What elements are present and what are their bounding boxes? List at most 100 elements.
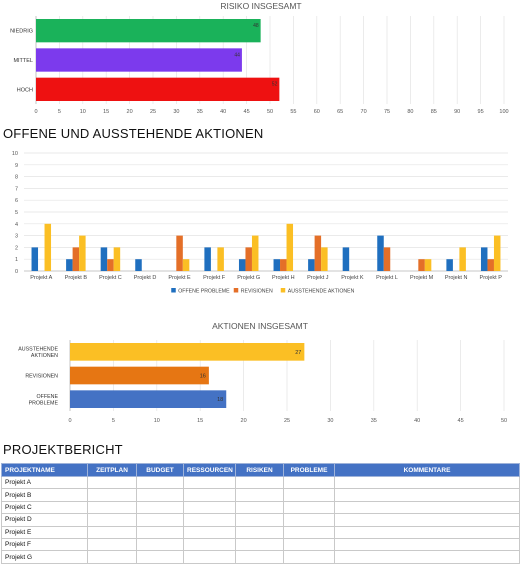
column-header: ZEITPLAN: [87, 463, 137, 477]
data-label: 27: [295, 350, 301, 356]
x-tick-label: 95: [478, 109, 484, 115]
table-cell[interactable]: [136, 513, 184, 527]
column-header: RESSOURCEN: [183, 463, 236, 477]
x-tick-label: Projekt D: [134, 275, 157, 281]
data-label: 52: [272, 82, 278, 88]
table-cell[interactable]: [183, 537, 236, 552]
table-cell[interactable]: [235, 500, 284, 515]
table-cell[interactable]: [334, 488, 520, 502]
table-cell[interactable]: [235, 525, 284, 539]
table-cell[interactable]: [235, 475, 284, 490]
bar-projekt-m-s2: [424, 259, 432, 271]
bar-mittel: [36, 48, 242, 72]
table-cell[interactable]: [283, 525, 335, 539]
bar-projekt-h-s0: [273, 259, 281, 271]
table-cell[interactable]: [334, 513, 520, 527]
legend-swatch: [233, 288, 239, 293]
category-label: NIEDRIG: [10, 29, 33, 35]
category-label: MITTEL: [13, 58, 33, 64]
project-name-cell: Projekt C: [1, 500, 88, 515]
legend-label: AUSSTEHENDE AKTIONEN: [288, 289, 355, 295]
category-label: AUSSTEHENDE: [18, 347, 58, 353]
table-cell[interactable]: [136, 550, 184, 564]
table-cell[interactable]: [136, 488, 184, 502]
table-row: Projekt B: [1, 488, 520, 502]
table-cell[interactable]: [183, 513, 236, 527]
legend-label: OFFENE PROBLEME: [178, 289, 230, 295]
table-cell[interactable]: [87, 550, 137, 564]
bar-projekt-l-s0: [377, 235, 384, 271]
x-tick-label: 40: [220, 109, 226, 115]
report-title: PROJEKTBERICHT: [3, 442, 123, 457]
table-cell[interactable]: [283, 475, 335, 490]
x-tick-label: Projekt H: [272, 275, 295, 281]
table-cell[interactable]: [136, 500, 184, 515]
table-cell[interactable]: [87, 513, 137, 527]
table-cell[interactable]: [334, 500, 520, 515]
y-tick-label: 5: [15, 210, 18, 216]
bar-ausstehende-aktionen: [70, 343, 305, 361]
table-cell[interactable]: [283, 537, 335, 552]
table-row: Projekt C: [1, 500, 520, 515]
bar-projekt-n-s2: [459, 247, 466, 271]
y-tick-label: 3: [15, 234, 18, 240]
x-tick-label: 70: [361, 109, 367, 115]
table-row: Projekt A: [1, 475, 520, 490]
x-tick-label: 45: [244, 109, 250, 115]
bar-projekt-h-s2: [286, 223, 294, 271]
table-cell[interactable]: [136, 525, 184, 539]
table-cell[interactable]: [235, 513, 284, 527]
x-tick-label: 50: [501, 418, 507, 424]
x-tick-label: Projekt M: [410, 275, 434, 281]
bar-projekt-n-s0: [446, 259, 453, 271]
table-cell[interactable]: [87, 488, 137, 502]
table-cell[interactable]: [235, 537, 284, 552]
x-tick-label: 20: [241, 418, 247, 424]
x-tick-label: Projekt L: [376, 275, 398, 281]
table-cell[interactable]: [283, 550, 335, 564]
category-label: AKTIONEN: [31, 353, 58, 359]
table-cell[interactable]: [334, 537, 520, 552]
data-label: 48: [253, 23, 259, 29]
x-tick-label: Projekt A: [30, 275, 52, 281]
x-tick-label: 30: [173, 109, 179, 115]
table-row: Projekt D: [1, 513, 520, 527]
x-tick-label: Projekt F: [203, 275, 226, 281]
table-cell[interactable]: [235, 488, 284, 502]
legend-swatch: [171, 288, 176, 293]
x-tick-label: 5: [112, 418, 115, 424]
table-cell[interactable]: [87, 537, 137, 552]
x-tick-label: 30: [327, 418, 333, 424]
table-cell[interactable]: [334, 525, 520, 539]
table-cell[interactable]: [235, 550, 284, 564]
table-cell[interactable]: [183, 488, 236, 502]
bar-projekt-p-s2: [493, 235, 501, 271]
table-cell[interactable]: [136, 537, 184, 552]
legend-label: REVISIONEN: [241, 289, 273, 295]
table-cell[interactable]: [283, 513, 335, 527]
y-tick-label: 7: [15, 186, 18, 192]
x-tick-label: 0: [34, 109, 37, 115]
y-tick-label: 9: [15, 163, 18, 169]
table-cell[interactable]: [334, 550, 520, 564]
table-cell[interactable]: [87, 475, 137, 490]
totals-chart: AKTIONEN INSGESAMT 0 5 10 15 20 25 30 35 40 45 50 2…: [18, 321, 507, 424]
table-cell[interactable]: [283, 488, 335, 502]
table-cell[interactable]: [334, 475, 520, 490]
x-tick-label: Projekt P: [480, 275, 503, 281]
x-tick-label: Projekt J: [307, 275, 329, 281]
table-cell[interactable]: [183, 525, 236, 539]
table-cell[interactable]: [183, 475, 236, 490]
table-cell[interactable]: [283, 500, 335, 515]
table-cell[interactable]: [183, 500, 236, 515]
bar-projekt-j-s1: [314, 235, 322, 271]
data-label: 16: [200, 374, 206, 380]
table-cell[interactable]: [87, 500, 137, 515]
y-tick-label: 1: [15, 257, 18, 263]
table-cell[interactable]: [183, 550, 236, 564]
table-cell[interactable]: [87, 525, 137, 539]
table-cell[interactable]: [136, 475, 184, 490]
x-tick-label: 10: [80, 109, 86, 115]
x-tick-label: 50: [267, 109, 273, 115]
bar-projekt-g-s2: [251, 235, 259, 271]
